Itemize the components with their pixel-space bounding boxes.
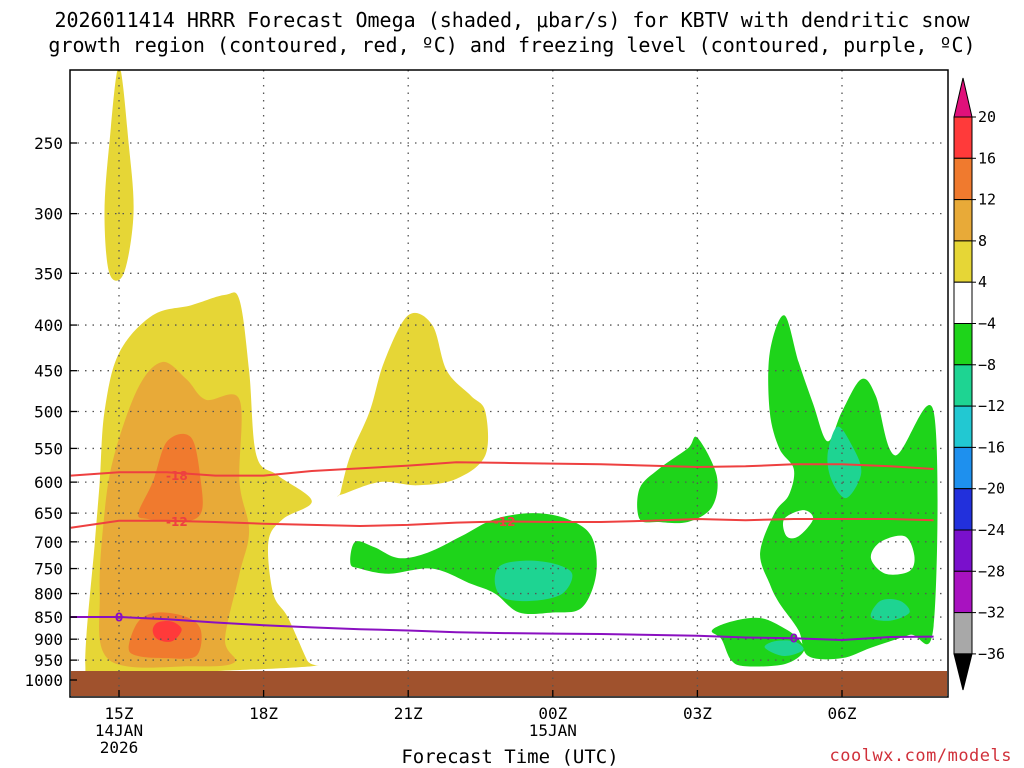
title-line-1: 2026011414 HRRR Forecast Omega (shaded, …	[54, 8, 970, 32]
colorbar-bin-2	[953, 199, 973, 242]
colorbar-label-0: 20	[978, 108, 996, 126]
colorbar-bin-6	[953, 364, 973, 407]
x-tick-label-21Z: 21Z	[394, 704, 423, 723]
omega-region-2	[337, 312, 489, 497]
y-tick-label-900: 900	[34, 630, 63, 649]
colorbar-label-11: −28	[978, 562, 1005, 580]
colorbar-bin-3	[953, 240, 973, 283]
y-tick-label-700: 700	[34, 533, 63, 552]
y-tick-label-600: 600	[34, 473, 63, 492]
colorbar-label-8: −16	[978, 438, 1005, 456]
x-tick-label-18Z: 18Z	[249, 704, 278, 723]
y-tick-label-450: 450	[34, 362, 63, 381]
y-tick-label-950: 950	[34, 651, 63, 670]
colorbar-label-13: −36	[978, 645, 1005, 663]
omega-region-7	[350, 513, 597, 615]
omega-region-0	[104, 70, 134, 281]
contour-layer: -18 -12 -12 0 0	[70, 461, 934, 645]
colorbar-label-2: 12	[978, 191, 996, 209]
x-tick-label-03Z: 03Z	[683, 704, 712, 723]
colorbar-label-10: −24	[978, 521, 1005, 539]
contour-line--18	[70, 461, 934, 477]
colorbar-label-3: 8	[978, 232, 987, 250]
contour-line-0	[70, 616, 934, 642]
omega-gap-1	[782, 510, 814, 539]
x-tick-date-15Z: 14JAN	[95, 721, 143, 740]
y-tick-label-850: 850	[34, 608, 63, 627]
title-line-2: growth region (contoured, red, ºC) and f…	[48, 33, 976, 57]
x-tick-date-00Z: 15JAN	[529, 721, 577, 740]
omega-shading-layer	[85, 70, 938, 679]
axes-layer: 250 300 350 400 450 500 550 600 650 700 750 800 850 9…	[24, 69, 949, 757]
omega-region-14	[764, 640, 804, 657]
colorbar-label-5: −4	[978, 315, 996, 333]
colorbar: 20 16 12 8 4 −4 −8 −12 −16 −20 −24 −28 −32 −36	[953, 77, 1005, 691]
colorbar-below-triangle	[953, 653, 973, 691]
plot-frame	[69, 69, 949, 698]
omega-region-6	[152, 620, 182, 642]
contour-label-4: 0	[790, 631, 798, 645]
colorbar-bin-0	[953, 116, 973, 159]
omega-region-12	[827, 426, 862, 499]
y-tick-label-750: 750	[34, 560, 63, 579]
colorbar-bin-4	[953, 281, 973, 325]
colorbar-bin-1	[953, 157, 973, 201]
y-tick-label-550: 550	[34, 439, 63, 458]
colorbar-label-7: −12	[978, 397, 1005, 415]
source-credit[interactable]: coolwx.com/models	[829, 746, 1012, 766]
ground-layer	[71, 671, 947, 696]
colorbar-bin-5	[953, 323, 973, 366]
x-tick-label-00Z: 00Z	[538, 704, 567, 723]
omega-region-8	[637, 436, 718, 524]
ground-surface	[71, 671, 947, 696]
y-tick-label-500: 500	[34, 403, 63, 422]
omega-region-4	[138, 433, 203, 523]
x-tick-label-06Z: 06Z	[828, 704, 857, 723]
omega-region-13	[870, 598, 910, 621]
x-axis-label: Forecast Time (UTC)	[401, 746, 619, 768]
y-tick-label-650: 650	[34, 504, 63, 523]
colorbar-label-4: 4	[978, 273, 987, 291]
chart-title: 2026011414 HRRR Forecast Omega (shaded, …	[0, 8, 1024, 58]
contour-line--12	[70, 517, 934, 529]
y-tick-label-400: 400	[34, 316, 63, 335]
y-tick-label-800: 800	[34, 585, 63, 604]
colorbar-bin-9	[953, 488, 973, 531]
y-tick-label-1000: 1000	[24, 671, 63, 690]
y-tick-label-250: 250	[34, 134, 63, 153]
colorbar-label-6: −8	[978, 356, 996, 374]
x-tick-year-15Z: 2026	[100, 738, 139, 757]
colorbar-bin-10	[953, 529, 973, 572]
omega-region-11	[494, 560, 573, 602]
y-tick-label-300: 300	[34, 205, 63, 224]
colorbar-bin-8	[953, 446, 973, 490]
colorbar-above-triangle	[953, 77, 973, 118]
colorbar-label-9: −20	[978, 480, 1005, 498]
contour-label-2: -12	[494, 515, 516, 529]
y-tick-label-350: 350	[34, 264, 63, 283]
contour-label-0: -18	[166, 469, 188, 483]
colorbar-label-12: −32	[978, 604, 1005, 622]
x-tick-label-15Z: 15Z	[105, 704, 134, 723]
colorbar-label-1: 16	[978, 149, 996, 167]
colorbar-bin-7	[953, 405, 973, 448]
colorbar-bin-12	[953, 612, 973, 655]
omega-gap-0	[870, 535, 915, 575]
contour-label-1: -12	[166, 515, 188, 529]
colorbar-bin-11	[953, 570, 973, 614]
contour-label-3: 0	[115, 611, 123, 625]
